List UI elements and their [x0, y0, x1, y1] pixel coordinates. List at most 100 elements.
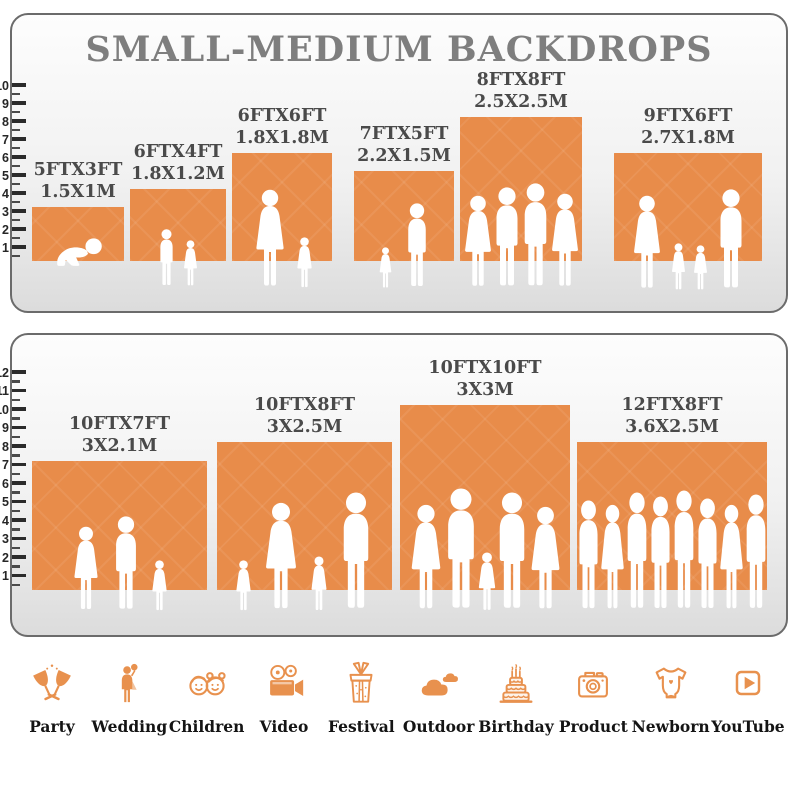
ruler-tick-major [12, 83, 26, 87]
backdrop-12x8ft: 12FTX8FT 3.6X2.5M [577, 395, 767, 590]
girl-silhouette [181, 240, 200, 287]
ruler-tick-number: 5 [2, 495, 9, 509]
category-label: Newborn [631, 717, 710, 736]
girl-silhouette [691, 245, 710, 291]
ruler-tick-minor [12, 254, 20, 258]
silhouette-group [608, 189, 768, 291]
backdrop-size-label: 10FTX7FT 3X2.1M [68, 413, 171, 457]
ruler-tick-major [12, 191, 26, 195]
ruler-tick-minor [12, 236, 20, 240]
category-wedding: Wedding [91, 660, 167, 736]
ruler-tick-major [12, 518, 26, 522]
woman-silhouette [525, 506, 566, 612]
man-silhouette [109, 516, 143, 612]
party-icon [29, 660, 75, 706]
ruler-tick-major [12, 119, 26, 123]
outdoor-icon [416, 660, 462, 706]
ruler-tick-number: 1 [2, 569, 9, 583]
silhouette-group [571, 490, 773, 612]
ruler-tick-major [12, 573, 26, 578]
ruler-tick-number: 3 [2, 204, 9, 219]
ruler-tick-number: 9 [2, 421, 9, 435]
video-icon [261, 660, 307, 706]
ruler-tick-number: 7 [2, 458, 9, 472]
backdrop-size-label: 12FTX8FT 3.6X2.5M [621, 394, 723, 438]
ruler-tick-number: 6 [2, 476, 9, 491]
ruler-tick-number: 10 [0, 402, 9, 417]
category-label: Product [558, 717, 628, 736]
category-party: Party [16, 660, 88, 736]
backdrop-size-label: 7FTX5FT 2.2X1.5M [357, 123, 451, 167]
category-festival: Festival [325, 660, 397, 736]
ruler-tick-minor [12, 565, 20, 568]
ruler-tick-number: 8 [2, 114, 9, 129]
category-label: Party [29, 717, 75, 736]
category-label: Outdoor [402, 717, 475, 736]
boy-silhouette [156, 229, 177, 287]
ruler-tick-number: 4 [2, 186, 9, 201]
girl-silhouette [294, 237, 315, 289]
ruler-tick-major [12, 245, 26, 249]
man-silhouette [335, 492, 377, 612]
ruler-tick-number: 5 [2, 168, 9, 183]
girl-silhouette [669, 243, 688, 291]
backdrop-8x8ft: 8FTX8FT 2.5X2.5M [460, 70, 582, 261]
ruler-tick-minor [12, 182, 20, 186]
product-icon [570, 660, 616, 706]
backdrop-9x6ft: 9FTX6FT 2.7X1.8M [614, 106, 762, 261]
category-outdoor: Outdoor [403, 660, 475, 736]
category-product: Product [557, 660, 629, 736]
silhouette-group [454, 183, 588, 289]
category-label: Festival [327, 717, 395, 736]
backdrop-10x10ft: 10FTX10FT 3X3M [400, 358, 570, 590]
ruler-tick-number: 4 [2, 513, 9, 528]
ruler-tick-number: 7 [2, 132, 9, 147]
backdrop-size-label: 8FTX8FT 2.5X2.5M [474, 69, 568, 113]
ruler-tick-minor [12, 146, 20, 150]
category-icons-row: Party Wedding Children Video Festival Ou… [16, 660, 785, 736]
backdrop-size-label: 6FTX4FT 1.8X1.2M [131, 141, 225, 185]
ruler-tick-major [12, 481, 26, 485]
category-label: Children [168, 717, 245, 736]
ruler-tick-minor [12, 454, 20, 457]
woman-silhouette [628, 195, 666, 291]
woman-silhouette [546, 193, 584, 289]
ruler-tick-number: 2 [2, 222, 9, 237]
backdrop-10x8ft: 10FTX8FT 3X2.5M [217, 395, 392, 590]
children-icon [184, 660, 230, 706]
ruler-tick-minor [12, 528, 20, 531]
ruler-tick-major [12, 555, 26, 559]
ruler-tick-minor [12, 417, 20, 420]
category-children: Children [168, 660, 245, 736]
backdrop-7x5ft: 7FTX5FT 2.2X1.5M [354, 124, 454, 261]
ruler-tick-major [12, 155, 26, 159]
ruler-tick-number: 1 [2, 240, 9, 255]
ruler-tick-major [12, 425, 26, 430]
man-silhouette [713, 189, 749, 291]
silhouette-group [211, 492, 398, 612]
category-youtube: YouTube [711, 660, 785, 736]
ruler-tick-number: 2 [2, 550, 9, 565]
newborn-icon [648, 660, 694, 706]
ruler-tick-number: 8 [2, 439, 9, 454]
category-label: YouTube [711, 717, 785, 736]
ruler-tick-number: 11 [0, 384, 9, 398]
ruler-tick-major [12, 499, 26, 504]
ruler-tick-minor [12, 164, 20, 168]
backdrop-size-label: 5FTX3FT 1.5X1M [33, 159, 123, 203]
ruler-tick-major [12, 370, 26, 374]
ruler-tick-number: 10 [0, 78, 9, 93]
category-label: Video [259, 717, 309, 736]
ruler-tick-number: 6 [2, 150, 9, 165]
ruler-tick-minor [12, 218, 20, 222]
backdrop-10x7ft: 10FTX7FT 3X2.1M [32, 414, 207, 590]
category-birthday: Birthday [478, 660, 554, 736]
ruler-tick-minor [12, 472, 20, 475]
ruler-tick-minor [12, 491, 20, 494]
youtube-icon [725, 660, 771, 706]
ruler-tick-major [12, 388, 26, 393]
ruler-tick-major [12, 462, 26, 467]
silhouette-group [226, 189, 338, 289]
medium-large-panel: 10FTX7FT 3X2.1M 10FTX8FT 3X2.5M 10FTX10FT 3… [0, 333, 788, 637]
